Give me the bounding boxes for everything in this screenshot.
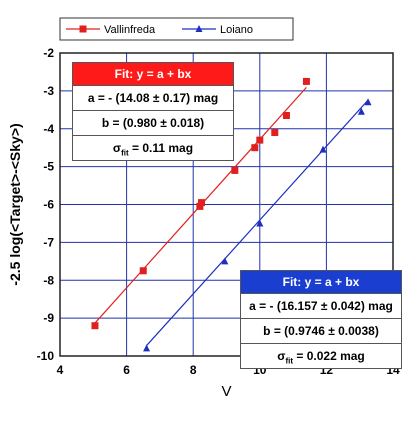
y-tick-label: -5 xyxy=(43,160,54,174)
y-axis-label: -2.5 log(<Target>-<Sky>) xyxy=(7,123,23,285)
data-point-vallinfreda xyxy=(139,267,147,275)
legend-label: Vallinfreda xyxy=(104,24,156,36)
fit-header: Fit: y = a + bx xyxy=(241,271,401,294)
data-point-loiano xyxy=(143,344,151,352)
data-points xyxy=(91,77,372,352)
fit-header: Fit: y = a + bx xyxy=(73,63,233,86)
legend-marker xyxy=(195,25,203,32)
fit-box-vallinfreda: Fit: y = a + bx a = - (14.08 ± 0.17) mag… xyxy=(72,62,234,161)
fit-box-loiano: Fit: y = a + bx a = - (16.157 ± 0.042) m… xyxy=(240,270,402,369)
data-point-loiano xyxy=(364,98,372,106)
legend-marker xyxy=(79,25,87,33)
legend: Vallinfreda Loiano xyxy=(59,17,294,41)
y-tick-label: -9 xyxy=(43,311,54,325)
x-tick-label: 4 xyxy=(57,363,64,377)
data-point-vallinfreda xyxy=(271,129,279,137)
data-point-vallinfreda xyxy=(198,199,206,207)
fit-param-b: b = (0.980 ± 0.018) xyxy=(73,111,233,136)
legend-frame xyxy=(59,17,294,41)
data-point-loiano xyxy=(319,145,327,153)
fit-param-a: a = - (14.08 ± 0.17) mag xyxy=(73,86,233,111)
fit-sigma: σfit = 0.022 mag xyxy=(277,349,365,366)
y-tick-label: -7 xyxy=(43,235,54,249)
y-tick-label: -8 xyxy=(43,273,54,287)
y-tick-label: -3 xyxy=(43,84,54,98)
legend-label: Loiano xyxy=(220,24,253,36)
fit-sigma: σfit = 0.11 mag xyxy=(112,141,194,158)
fit-line-loiano xyxy=(146,99,369,346)
data-point-vallinfreda xyxy=(196,202,204,210)
y-tick-label: -2 xyxy=(43,46,54,60)
data-point-loiano xyxy=(221,257,229,265)
data-point-loiano xyxy=(256,219,264,227)
y-tick-label: -6 xyxy=(43,198,54,212)
y-tick-label: -10 xyxy=(37,349,55,363)
data-point-vallinfreda xyxy=(282,111,290,119)
axes: 4 6 8 10 12 14-2-3-4-5-6-7-8-9-10V-2.5 log(<T… xyxy=(7,46,400,400)
fit-param-a: a = - (16.157 ± 0.042) mag xyxy=(241,294,401,319)
data-point-vallinfreda xyxy=(256,136,264,144)
data-point-vallinfreda xyxy=(91,322,99,330)
plot-frame xyxy=(59,52,394,357)
x-tick-label: 6 xyxy=(123,363,130,377)
data-point-vallinfreda xyxy=(251,144,259,152)
x-axis-label: V xyxy=(221,383,231,400)
fit-param-b: b = (0.9746 ± 0.0038) xyxy=(241,319,401,344)
data-point-vallinfreda xyxy=(302,77,310,85)
y-tick-label: -4 xyxy=(43,122,54,136)
data-point-vallinfreda xyxy=(231,166,239,174)
x-tick-label: 8 xyxy=(190,363,197,377)
data-point-loiano xyxy=(357,107,365,115)
